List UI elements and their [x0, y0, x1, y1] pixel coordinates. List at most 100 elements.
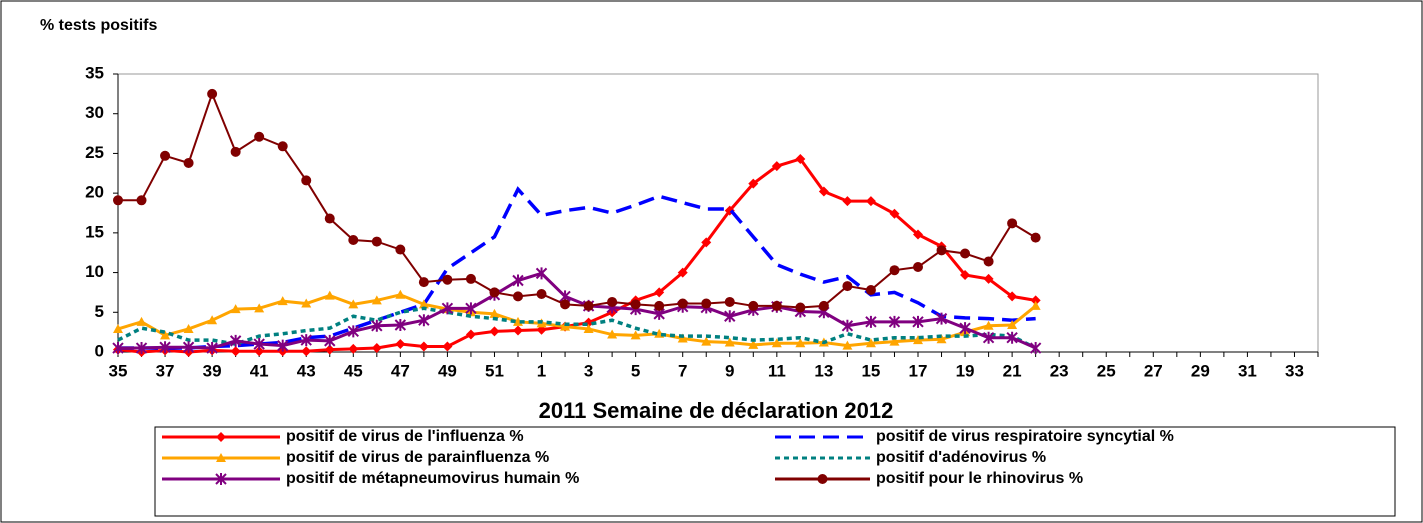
- series-line: [117, 293, 1037, 348]
- marker: [160, 150, 171, 161]
- marker: [841, 319, 854, 332]
- marker: [842, 281, 853, 292]
- marker: [253, 338, 265, 351]
- legend-label: positif d'adénovirus %: [876, 449, 1046, 466]
- y-tick-label: 30: [85, 103, 104, 122]
- marker: [889, 265, 900, 276]
- marker: [182, 341, 195, 354]
- marker: [888, 315, 901, 328]
- marker: [960, 248, 971, 259]
- y-axis-label: % tests positifs: [40, 17, 157, 34]
- marker: [465, 329, 476, 340]
- marker: [607, 296, 618, 307]
- x-tick-label: 31: [1238, 361, 1257, 380]
- marker: [215, 473, 227, 485]
- marker: [842, 196, 853, 207]
- marker: [395, 244, 406, 255]
- marker: [983, 273, 994, 284]
- marker: [489, 326, 500, 337]
- marker: [112, 342, 124, 355]
- marker: [560, 321, 571, 331]
- series-line: [118, 271, 1037, 350]
- x-tick-label: 1: [537, 361, 546, 380]
- marker: [277, 296, 288, 306]
- y-tick-label: 35: [85, 63, 104, 82]
- series-line: [117, 306, 1037, 350]
- legend-label: positif de métapneumovirus humain %: [286, 470, 579, 487]
- marker: [1006, 331, 1018, 344]
- marker: [183, 157, 194, 168]
- marker: [1007, 319, 1018, 329]
- marker: [607, 329, 618, 339]
- marker: [771, 161, 782, 172]
- marker: [935, 312, 948, 325]
- marker: [983, 320, 994, 330]
- marker: [724, 296, 735, 307]
- marker: [583, 323, 594, 333]
- marker: [301, 346, 312, 357]
- marker: [395, 339, 406, 350]
- marker: [371, 295, 382, 305]
- x-axis-label: 2011 Semaine de déclaration 2012: [539, 398, 894, 423]
- marker: [818, 186, 829, 197]
- marker: [324, 290, 335, 300]
- x-tick-label: 7: [678, 361, 687, 380]
- marker: [465, 273, 476, 284]
- x-tick-label: 33: [1285, 361, 1304, 380]
- marker: [630, 330, 641, 340]
- marker: [677, 333, 688, 343]
- marker: [701, 336, 712, 346]
- marker: [654, 287, 665, 298]
- marker: [913, 262, 923, 273]
- marker: [371, 236, 382, 247]
- marker: [677, 267, 688, 278]
- legend-label: positif de virus de l'influenza %: [286, 428, 524, 445]
- marker: [960, 269, 971, 280]
- marker: [795, 153, 806, 164]
- x-tick-label: 35: [109, 361, 128, 380]
- x-tick-label: 49: [438, 361, 457, 380]
- marker: [936, 334, 947, 344]
- marker: [889, 208, 900, 219]
- x-tick-label: 47: [391, 361, 410, 380]
- marker: [136, 195, 147, 206]
- x-tick-label: 17: [909, 361, 928, 380]
- marker: [1030, 295, 1041, 306]
- marker: [583, 300, 594, 311]
- marker: [229, 334, 242, 347]
- marker: [183, 323, 194, 333]
- marker: [418, 341, 429, 352]
- marker: [159, 341, 171, 354]
- marker: [418, 277, 429, 288]
- legend-label: positif pour le rhinovirus %: [876, 470, 1083, 487]
- marker: [347, 325, 360, 338]
- marker: [301, 175, 312, 186]
- y-tick-label: 15: [85, 222, 104, 241]
- marker: [724, 337, 735, 347]
- marker: [771, 338, 782, 348]
- legend: [154, 426, 1396, 517]
- marker: [817, 474, 828, 484]
- marker: [818, 300, 829, 311]
- marker: [865, 285, 876, 296]
- marker: [442, 274, 453, 285]
- marker: [654, 300, 665, 311]
- marker: [724, 310, 736, 323]
- marker: [113, 195, 123, 206]
- marker: [748, 178, 759, 189]
- x-tick-label: 11: [768, 361, 786, 380]
- x-tick-label: 37: [156, 361, 175, 380]
- marker: [1029, 342, 1042, 355]
- marker: [748, 339, 759, 349]
- marker: [1030, 300, 1041, 310]
- marker: [300, 334, 312, 347]
- marker: [795, 302, 806, 313]
- marker: [748, 300, 759, 311]
- x-tick-label: 45: [344, 361, 363, 380]
- marker: [418, 299, 429, 309]
- x-tick-label: 15: [861, 361, 880, 380]
- marker: [216, 453, 226, 462]
- x-tick-label: 3: [584, 361, 593, 380]
- x-tick-label: 41: [250, 361, 269, 380]
- x-tick-label: 5: [631, 361, 640, 380]
